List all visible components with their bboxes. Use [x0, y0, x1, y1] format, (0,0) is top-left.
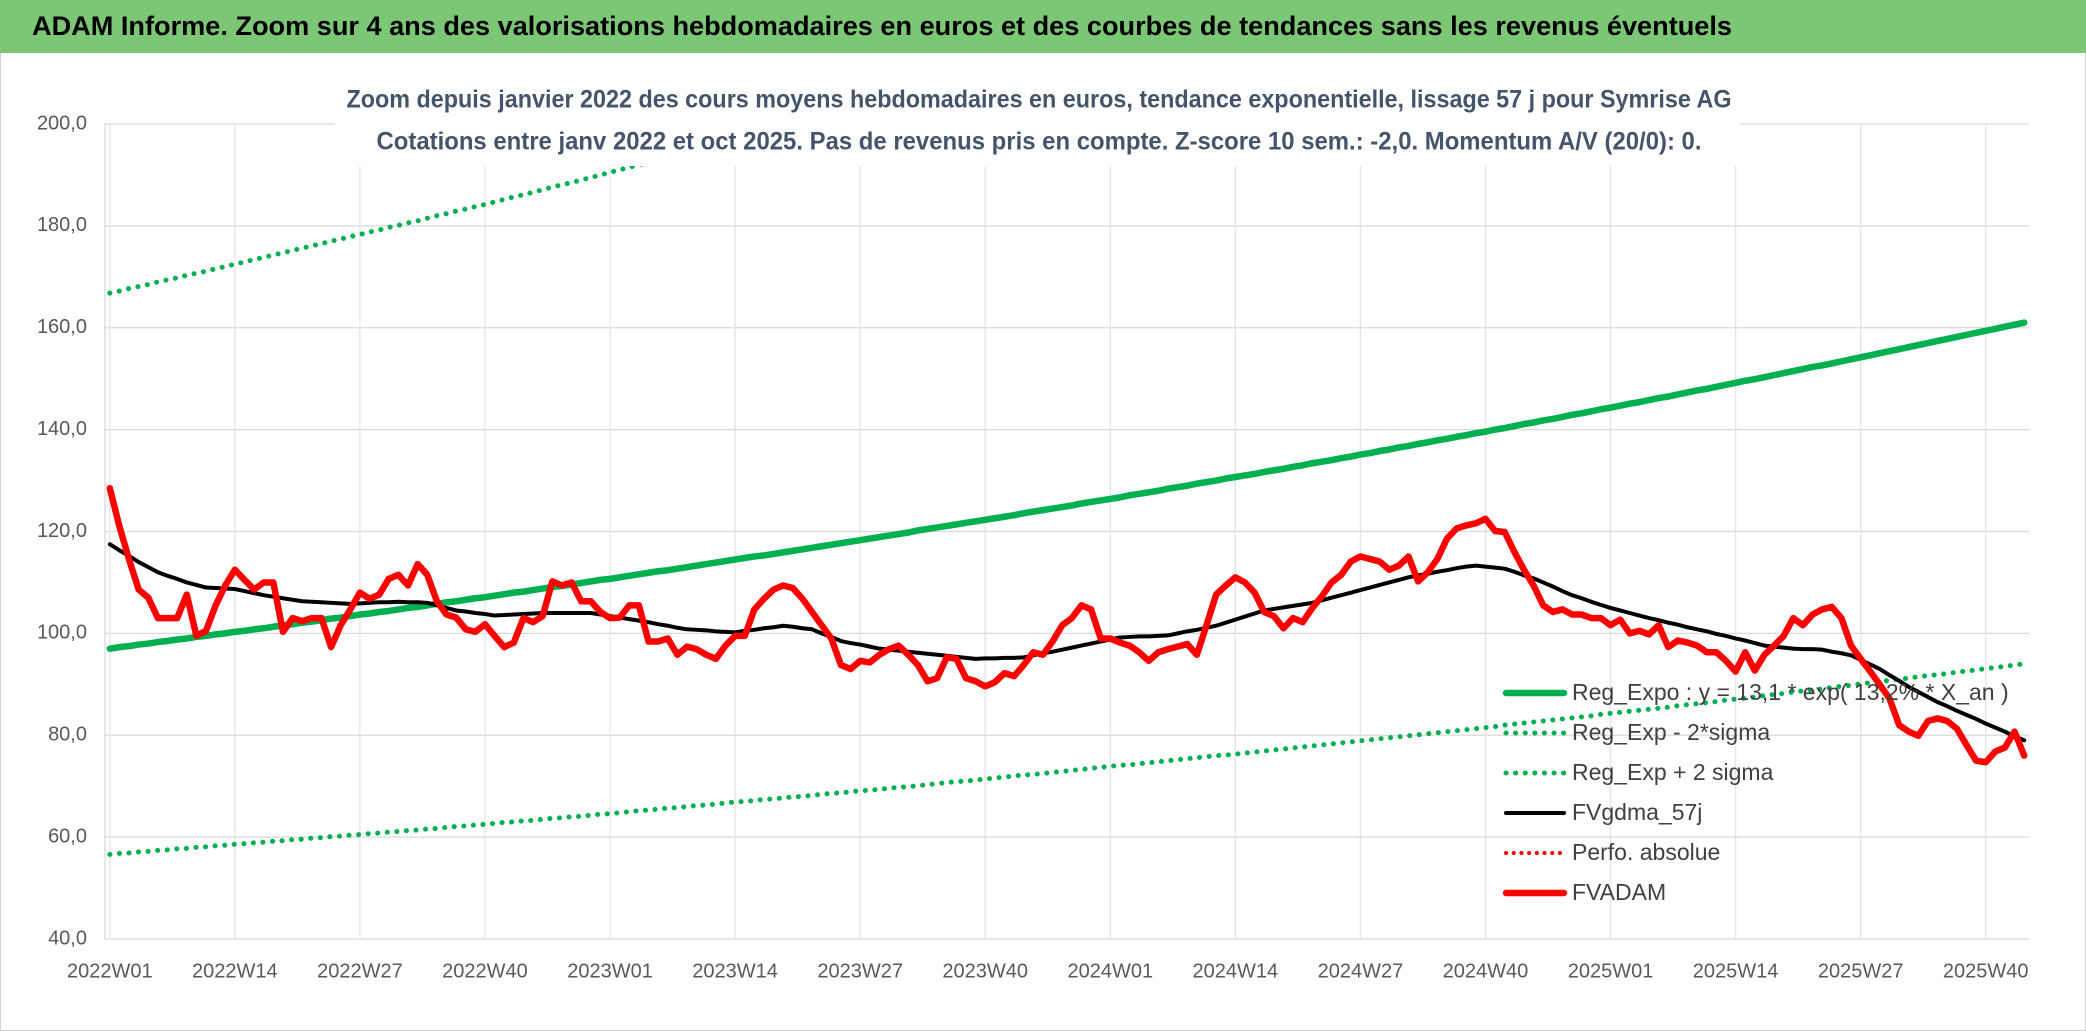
x-tick-label: 2024W14: [1193, 960, 1279, 982]
y-tick-label: 40,0: [48, 927, 87, 949]
x-tick-label: 2023W14: [692, 960, 778, 982]
x-tick-label: 2025W40: [1943, 960, 2029, 982]
legend-label: FVgdma_57j: [1572, 799, 1702, 825]
y-tick-label: 200,0: [37, 112, 87, 134]
x-tick-label: 2025W14: [1693, 960, 1779, 982]
legend-label: Reg_Exp - 2*sigma: [1572, 719, 1770, 745]
x-tick-label: 2022W40: [442, 960, 528, 982]
chart-subtitle: Cotations entre janv 2022 et oct 2025. P…: [377, 128, 1702, 156]
labels: 40,0 60,0 80,0 100,0 120,0 140,0 160,0 180,0 200…: [37, 112, 2029, 982]
y-tick-label: 180,0: [37, 214, 87, 236]
legend-label: Reg_Exp + 2 sigma: [1572, 759, 1774, 785]
x-tick-label: 2022W01: [67, 960, 153, 982]
banner: [0, 0, 2086, 53]
title-box: [335, 80, 1740, 166]
x-tick-label: 2023W40: [942, 960, 1028, 982]
legend-label: Reg_Expo : y = 13,1 * exp( 13,2% * X_an …: [1572, 679, 2009, 705]
y-tick-label: 60,0: [48, 825, 87, 847]
x-tick-label: 2023W27: [817, 960, 903, 982]
legend-label: FVADAM: [1572, 879, 1666, 905]
x-tick-label: 2024W40: [1443, 960, 1529, 982]
legend: Reg_Expo : y = 13,1 * exp( 13,2% * X_an …: [1502, 679, 2009, 905]
x-tick-label: 2023W01: [567, 960, 653, 982]
x-tick-label: 2022W14: [192, 960, 278, 982]
x-tick-label: 2025W01: [1568, 960, 1654, 982]
series-line: [107, 120, 820, 296]
chart-title: Zoom depuis janvier 2022 des cours moyen…: [347, 86, 1732, 114]
y-tick-label: 80,0: [48, 724, 87, 746]
x-tick-label: 2024W01: [1067, 960, 1153, 982]
plot-area: [106, 120, 2028, 857]
y-tick-label: 120,0: [37, 520, 87, 542]
y-tick-label: 140,0: [37, 418, 87, 440]
series-line: [106, 484, 2028, 766]
x-tick-label: 2022W27: [317, 960, 403, 982]
x-tick-label: 2025W27: [1818, 960, 1904, 982]
series-line: [107, 661, 2027, 857]
y-tick-label: 160,0: [37, 316, 87, 338]
banner-title: ADAM Informe. Zoom sur 4 ans des valoris…: [32, 11, 1732, 41]
x-tick-label: 2024W27: [1318, 960, 1404, 982]
series-line: [107, 542, 2027, 743]
legend-label: Perfo. absolue: [1572, 839, 1720, 865]
y-tick-label: 100,0: [37, 622, 87, 644]
